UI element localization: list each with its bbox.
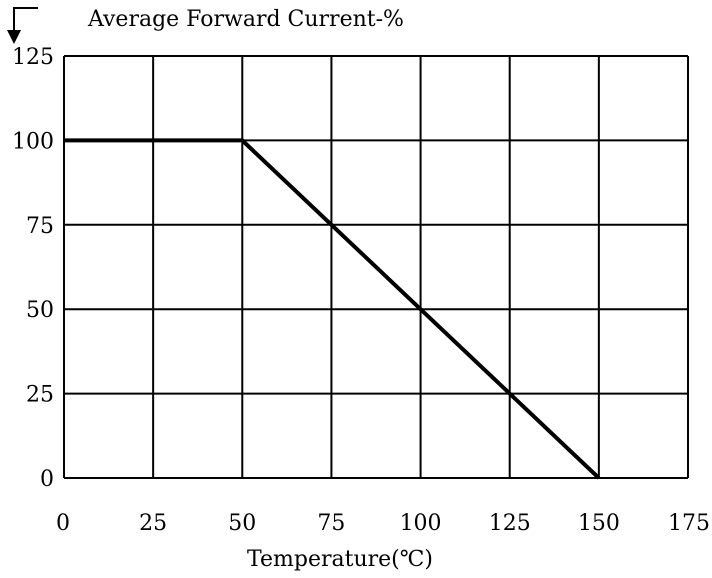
y-tick-labels: 0 25 50 75 100 125 bbox=[12, 45, 54, 492]
y-tick-label: 50 bbox=[26, 298, 54, 323]
x-tick-label: 75 bbox=[317, 511, 345, 536]
y-tick-label: 125 bbox=[12, 45, 54, 70]
y-tick-label: 0 bbox=[40, 467, 54, 492]
y-tick-label: 75 bbox=[26, 214, 54, 239]
x-tick-label: 50 bbox=[228, 511, 256, 536]
x-tick-label: 100 bbox=[400, 511, 442, 536]
y-tick-label: 100 bbox=[12, 129, 54, 154]
x-tick-label: 0 bbox=[56, 511, 70, 536]
x-axis-title: Temperature(℃) bbox=[247, 547, 433, 572]
y-axis-arrow-icon bbox=[7, 7, 38, 44]
x-tick-label: 125 bbox=[489, 511, 531, 536]
series-layer bbox=[64, 138, 601, 480]
series-line bbox=[64, 138, 601, 480]
x-tick-labels: 0 25 50 75 100 125 150 175 bbox=[56, 511, 710, 536]
x-tick-label: 150 bbox=[578, 511, 620, 536]
y-tick-label: 25 bbox=[26, 383, 54, 408]
y-axis-title: Average Forward Current-% bbox=[87, 7, 404, 32]
grid bbox=[63, 55, 689, 479]
x-tick-label: 25 bbox=[139, 511, 167, 536]
x-tick-label: 175 bbox=[668, 511, 710, 536]
